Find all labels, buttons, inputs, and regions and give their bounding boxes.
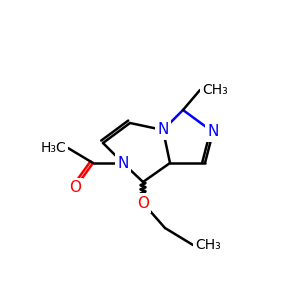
Text: N: N xyxy=(117,155,129,170)
Text: CH₃: CH₃ xyxy=(195,238,221,252)
Text: N: N xyxy=(207,124,219,140)
Text: N: N xyxy=(157,122,169,137)
Text: H₃C: H₃C xyxy=(40,141,66,155)
Text: O: O xyxy=(137,196,149,211)
Text: O: O xyxy=(69,181,81,196)
Text: CH₃: CH₃ xyxy=(202,83,228,97)
